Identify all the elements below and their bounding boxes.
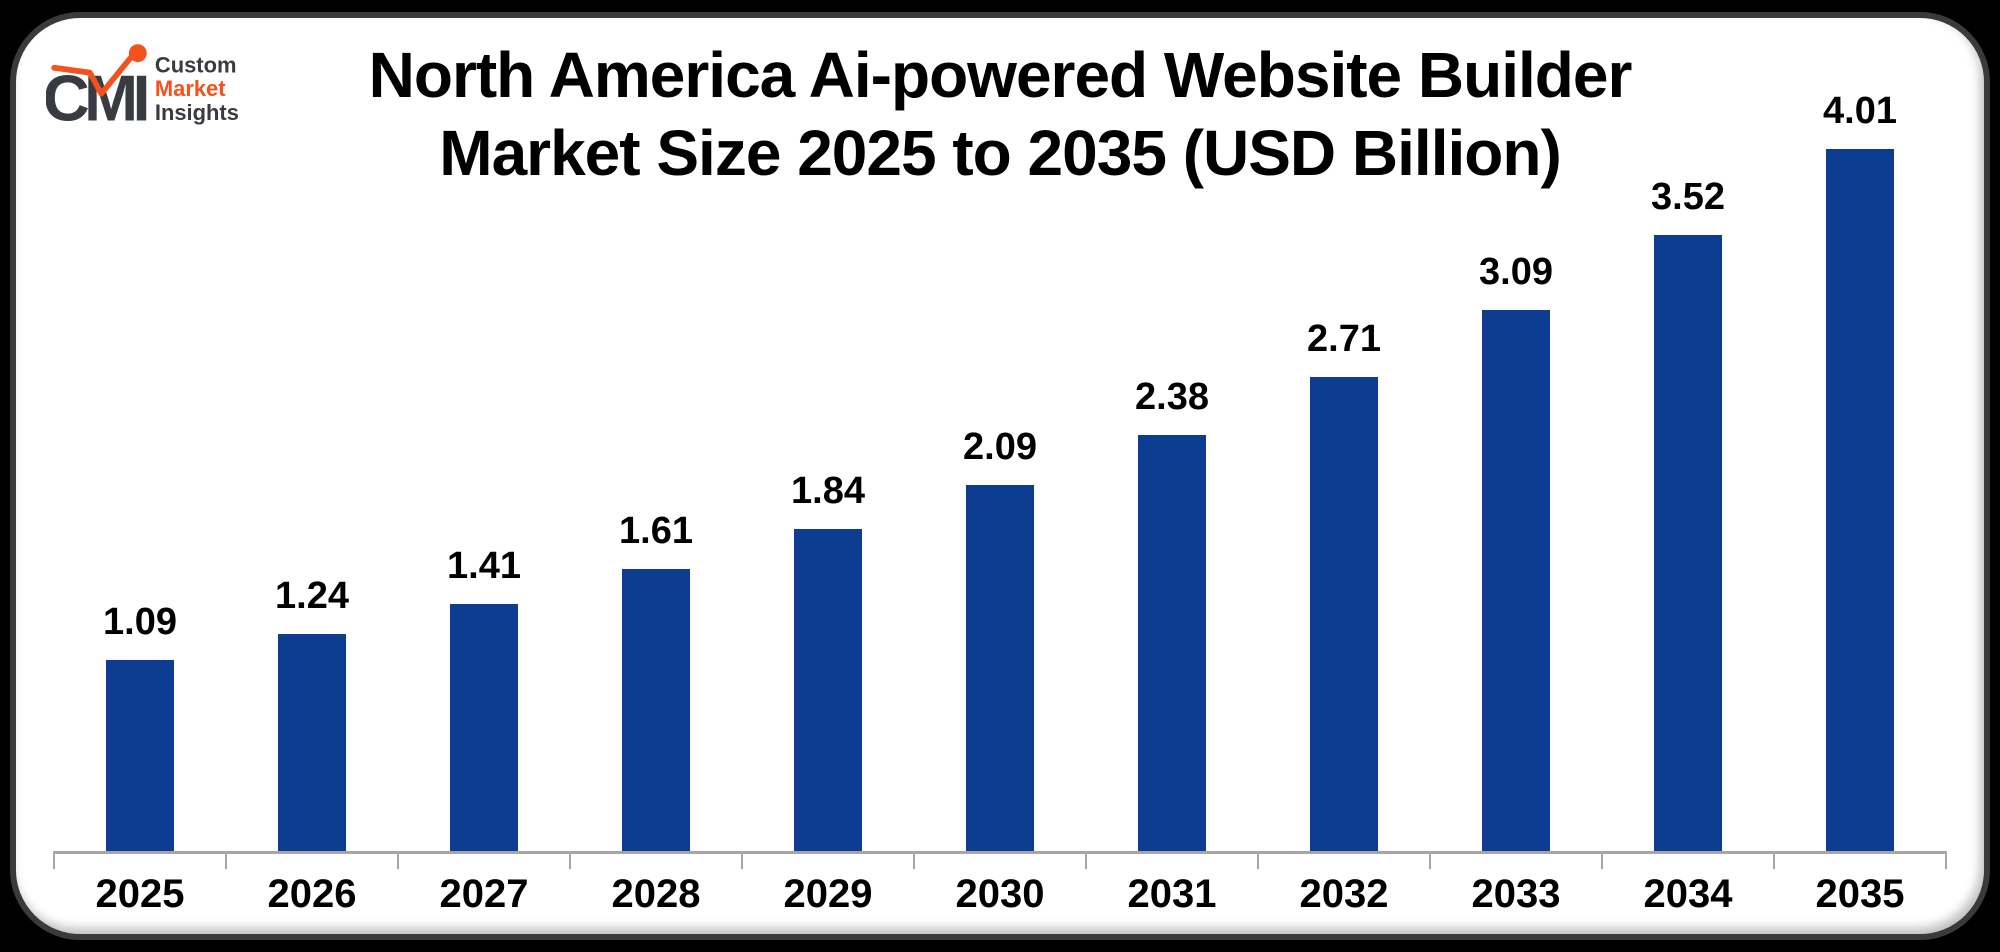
- bar: [622, 569, 690, 851]
- x-axis-labels: 2025 2026 2027 2028 2029 2030 2031 2032 2033 2034…: [54, 872, 1946, 917]
- bar-column: 1.84: [742, 86, 914, 851]
- bar-value-label: 1.41: [447, 545, 521, 588]
- x-axis-tick-label: 2030: [955, 872, 1045, 916]
- bar-value-label: 3.09: [1479, 251, 1553, 294]
- bar: [450, 604, 518, 851]
- x-axis-tick-label: 2025: [95, 872, 185, 916]
- logo-word-insights: Insights: [155, 100, 239, 125]
- chart-title-line2: Market Size 2025 to 2035 (USD Billion): [439, 117, 1562, 189]
- bar: [966, 485, 1034, 851]
- x-axis-tick-label: 2028: [611, 872, 701, 916]
- chart-title-line1: North America Ai-powered Website Builder: [368, 39, 1633, 111]
- x-axis-tick-label: 2033: [1471, 872, 1561, 916]
- bar-column: 2.38: [1086, 86, 1258, 851]
- x-axis-tick-label: 2035: [1815, 872, 1905, 916]
- bar-value-label: 2.71: [1307, 317, 1381, 360]
- x-axis-tick-label: 2034: [1643, 872, 1733, 916]
- bar-column: 1.41: [398, 86, 570, 851]
- bar: [794, 529, 862, 851]
- x-axis-tick-mark: [912, 851, 915, 869]
- x-axis-line: [54, 851, 1946, 854]
- bar-value-label: 1.84: [791, 470, 865, 512]
- bar-value-label: 2.09: [963, 426, 1037, 469]
- logo-trendline-icon: [51, 51, 137, 97]
- bar-value-label: 3.52: [1651, 176, 1725, 218]
- bar-column: 3.09: [1430, 86, 1602, 851]
- bar-value-label: 2.38: [1135, 375, 1209, 418]
- bar: [1482, 310, 1550, 851]
- logo-word-custom: Custom: [155, 53, 237, 78]
- x-axis-tick-mark: [569, 851, 571, 869]
- x-axis-tick-mark: [1085, 851, 1087, 869]
- bar-column: 1.61: [570, 86, 742, 851]
- bar: [106, 660, 174, 851]
- bar-columns: 1.09 1.24 1.41 1.61 1.84 2.09 2.38 2.71 3.09 3.52…: [54, 86, 1946, 851]
- bar-column: 1.09: [54, 86, 226, 851]
- x-axis-tick-mark: [1429, 851, 1431, 869]
- chart-title: North America Ai-powered Website Builder…: [56, 36, 1944, 192]
- bar: [1654, 235, 1722, 851]
- x-axis-tick-mark: [1945, 851, 1947, 869]
- bar-column: 3.52: [1602, 86, 1774, 851]
- x-axis-tick-mark: [1257, 851, 1259, 869]
- bar-column: 2.09: [914, 86, 1086, 851]
- plot-area: 1.09 1.24 1.41 1.61 1.84 2.09 2.38 2.71 3.09 3.52…: [53, 86, 1947, 916]
- bar-column: 2.71: [1258, 86, 1430, 851]
- x-axis-tick-mark: [1601, 851, 1603, 869]
- bar: [1138, 434, 1206, 851]
- bar-value-label: 1.61: [619, 510, 693, 553]
- x-axis-tick-label: 2026: [267, 872, 357, 916]
- bar-value-label: 1.24: [275, 575, 349, 617]
- x-axis-tick-mark: [1772, 851, 1775, 869]
- bar: [278, 634, 346, 851]
- x-axis-tick-mark: [225, 851, 227, 869]
- x-axis-tick-label: 2029: [783, 872, 873, 916]
- x-axis-tick-mark: [741, 851, 743, 869]
- x-axis-tick-label: 2031: [1127, 872, 1217, 916]
- bar-value-label: 4.01: [1823, 90, 1897, 133]
- bar-value-label: 1.09: [103, 601, 177, 644]
- bar-column: 4.01: [1774, 86, 1946, 851]
- logo-word-market: Market: [155, 76, 226, 101]
- x-axis-tick-label: 2032: [1299, 872, 1389, 916]
- chart-panel: CMI Custom Market Insights North America…: [10, 12, 1990, 940]
- x-axis-tick-label: 2027: [439, 872, 529, 916]
- x-axis-tick-mark: [397, 851, 399, 869]
- bar-column: 1.24: [226, 86, 398, 851]
- logo-dot-icon: [128, 44, 147, 63]
- bar: [1826, 149, 1894, 851]
- cmi-logo: CMI Custom Market Insights: [46, 44, 239, 126]
- bar: [1310, 376, 1378, 851]
- x-axis-tick-mark: [53, 851, 55, 869]
